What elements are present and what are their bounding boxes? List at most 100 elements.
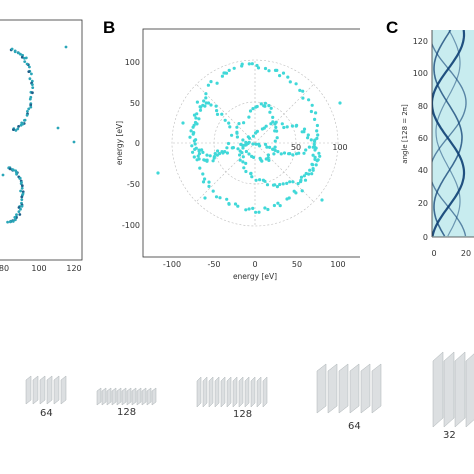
network-layer-plane — [25, 375, 32, 405]
panel-a-x-tick-label: 100 — [31, 264, 46, 273]
panel-b-radial-line — [195, 142, 256, 203]
panel-b-point — [281, 71, 286, 75]
panel-b-point — [308, 168, 312, 172]
network-diagram — [25, 351, 474, 428]
panel-a-x-tick-label: 120 — [66, 264, 81, 273]
panel-b-point — [310, 103, 314, 107]
panel-b-point — [294, 124, 298, 128]
panel-a-plot: 80 100 120 — [0, 19, 83, 273]
panel-b-point — [212, 155, 216, 159]
panel-b-point — [191, 125, 195, 129]
panel-a-point — [29, 103, 33, 107]
network-layer-plane — [106, 387, 112, 406]
panel-b-point — [213, 152, 217, 156]
panel-b-point — [247, 152, 251, 156]
panel-b-point — [226, 141, 231, 146]
panel-b-point — [189, 129, 193, 133]
panel-b-point — [236, 147, 240, 151]
panel-a-points — [1, 45, 76, 224]
panel-b-point — [271, 147, 275, 151]
panel-b-point — [223, 118, 227, 122]
network-layer-plane — [432, 351, 444, 428]
panel-b-point — [313, 117, 317, 121]
panel-b-point — [204, 96, 208, 100]
panel-b-point — [310, 172, 314, 176]
network-layer-plane — [196, 376, 202, 408]
panel-a-point — [17, 210, 21, 214]
panel-b-point — [315, 123, 319, 128]
panel-c-x-tick-label: 20 — [461, 249, 471, 258]
panel-b-point — [276, 201, 280, 205]
panel-b-x-tick-label: -50 — [207, 260, 220, 269]
panel-b-point — [195, 122, 199, 126]
panel-a-point — [31, 83, 34, 86]
panel-b-point — [194, 116, 198, 120]
panel-b-point — [254, 142, 258, 146]
panel-a-point — [13, 216, 17, 219]
panel-b-point — [231, 146, 235, 150]
panel-a-point — [16, 127, 20, 131]
panel-b-point — [274, 125, 278, 129]
panel-b-point — [195, 100, 199, 104]
panel-b-point — [251, 206, 255, 210]
panel-a-point — [17, 51, 20, 55]
panel-b-point — [242, 121, 246, 125]
panel-a-point — [28, 77, 32, 81]
panel-b-point — [309, 109, 313, 114]
panel-b-point — [259, 102, 263, 106]
panel-b-point — [338, 101, 342, 105]
panel-a-x-ticks: 80 100 120 — [0, 264, 82, 273]
panel-a-point — [11, 220, 15, 223]
panel-b-point — [242, 166, 246, 170]
panel-a-point — [19, 123, 23, 127]
panel-b-point — [204, 92, 208, 96]
network-layer-plane — [360, 363, 371, 414]
panel-b-point — [247, 115, 251, 119]
panel-a-point — [23, 60, 27, 63]
panel-c-curve — [432, 30, 466, 237]
panel-b-point — [235, 130, 239, 134]
panel-b-point — [315, 129, 319, 133]
panel-b-point — [233, 202, 238, 206]
network-layer-plane — [465, 353, 474, 428]
panel-b-y-tick-label: 50 — [130, 99, 140, 108]
panel-b-point — [250, 62, 254, 66]
panel-b-y-tick-label: 100 — [125, 58, 140, 67]
panel-c-plot: 120 100 80 60 40 20 0 0 20 angle [128 = … — [401, 30, 474, 258]
panel-b-point — [269, 106, 273, 110]
panel-b-point — [191, 132, 195, 136]
panel-a-point — [1, 173, 5, 177]
panel-b-point — [237, 122, 241, 126]
panel-b-point — [273, 148, 277, 152]
panel-b-point — [216, 149, 220, 153]
panel-a-frame — [0, 19, 83, 261]
network-layer-plane — [39, 375, 46, 405]
panel-b-point — [318, 154, 322, 158]
panel-c-curve — [432, 41, 467, 237]
panel-b-point — [279, 152, 283, 156]
panel-c-x-ticks: 0 20 — [431, 249, 471, 258]
panel-b-ring-label: 50 — [291, 143, 301, 152]
panel-c-y-tick-label: 0 — [423, 233, 428, 242]
panel-b-point — [301, 96, 305, 100]
panel-b-point — [230, 133, 234, 137]
panel-b-point — [238, 158, 242, 162]
panel-b-point — [205, 153, 209, 157]
panel-c-curve — [435, 30, 461, 237]
panel-a-point — [15, 172, 18, 176]
panel-b-point — [198, 105, 202, 109]
panel-b-point — [249, 172, 253, 176]
panel-a-point — [18, 213, 22, 216]
panel-b-point — [196, 154, 200, 158]
panel-b-point — [225, 146, 229, 150]
panel-b-point — [244, 161, 248, 165]
panel-b-y-tick-label: -100 — [122, 221, 140, 230]
panel-b-point — [241, 160, 245, 164]
panel-b-point — [304, 171, 308, 176]
panel-a-point — [14, 218, 17, 222]
panel-b-point — [250, 175, 254, 179]
panel-b-point — [206, 101, 211, 105]
panel-b-radial-line — [254, 142, 315, 203]
network-layer-plane — [232, 376, 238, 408]
panel-b-point — [240, 62, 244, 66]
